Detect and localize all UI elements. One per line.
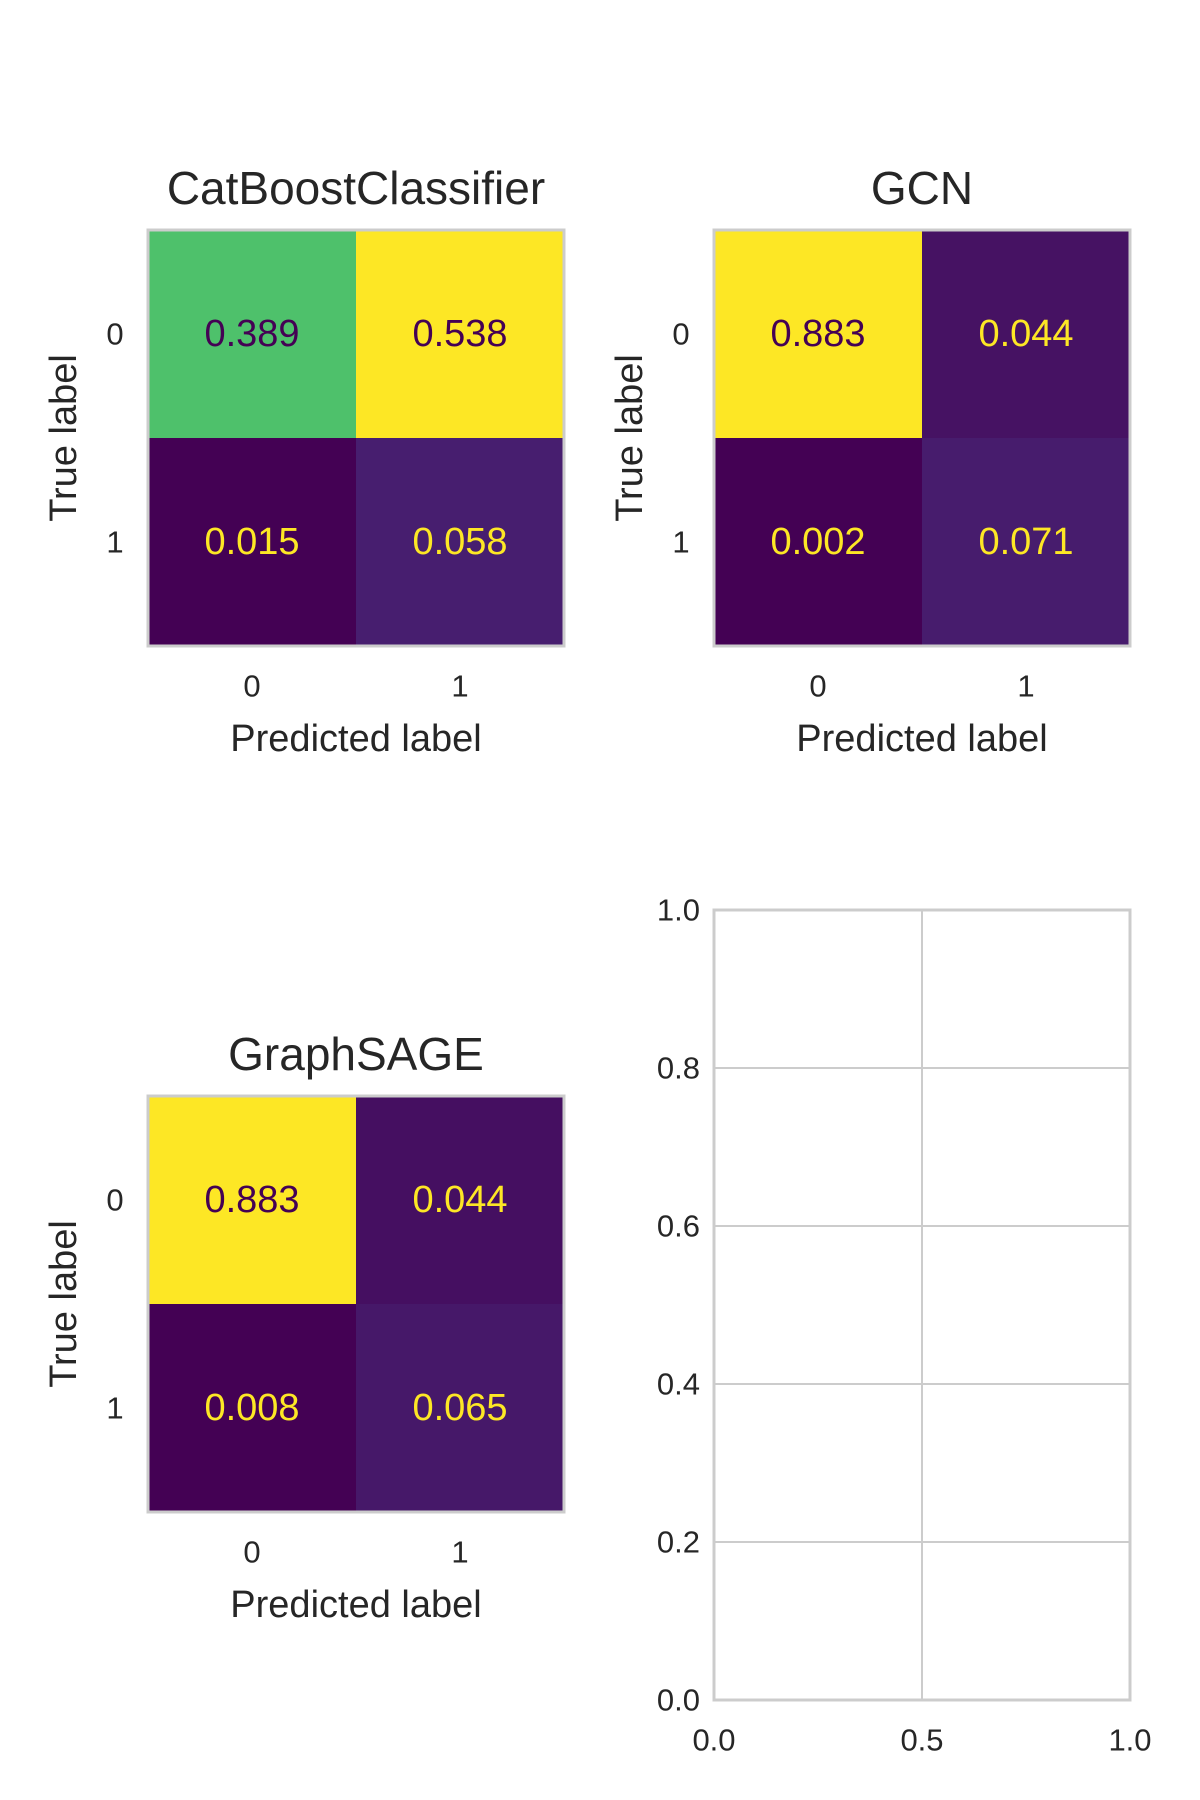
heatmap-cell	[148, 1096, 356, 1304]
axes-frame	[146, 1094, 566, 1514]
subplot-title: GraphSAGE	[228, 1028, 484, 1080]
x-tick-label: 0	[243, 669, 260, 704]
y-tick-label: 0	[672, 317, 689, 352]
cell-value-label: 0.065	[412, 1387, 507, 1429]
y-tick-label: 1	[672, 525, 689, 560]
x-tick-label: 0	[243, 1535, 260, 1570]
y-axis-label: True label	[609, 354, 651, 522]
y-tick-label: 0.2	[657, 1525, 700, 1560]
cell-value-label: 0.058	[412, 521, 507, 563]
heatmap-cell	[922, 230, 1130, 438]
cell-value-label: 0.015	[204, 521, 299, 563]
y-tick-label: 1	[106, 1391, 123, 1426]
x-axis-label: Predicted label	[230, 1584, 481, 1626]
cell-value-label: 0.044	[978, 313, 1073, 355]
cell-value-label: 0.071	[978, 521, 1073, 563]
x-tick-label: 1	[1017, 669, 1034, 704]
x-axis-label: Predicted label	[230, 718, 481, 760]
cell-value-label: 0.883	[204, 1179, 299, 1221]
heatmap-cell	[148, 230, 356, 438]
heatmap-cell	[356, 1304, 564, 1512]
y-axis-label: True label	[43, 1220, 85, 1388]
y-tick-label: 1.0	[657, 893, 700, 928]
y-tick-label: 0.6	[657, 1209, 700, 1244]
x-axis-label: Predicted label	[796, 718, 1047, 760]
subplot-title: CatBoostClassifier	[167, 162, 545, 214]
cell-value-label: 0.538	[412, 313, 507, 355]
heatmap-cell	[714, 438, 922, 646]
heatmap-cell	[714, 230, 922, 438]
heatmap-cell	[922, 438, 1130, 646]
x-tick-label: 0	[809, 669, 826, 704]
y-tick-label: 0.4	[657, 1367, 700, 1402]
axes-frame	[712, 908, 1132, 1702]
heatmap-cell	[148, 1304, 356, 1512]
cell-value-label: 0.389	[204, 313, 299, 355]
x-tick-label: 1	[451, 1535, 468, 1570]
y-axis-label: True label	[43, 354, 85, 522]
x-tick-label: 0.0	[692, 1723, 735, 1758]
x-tick-label: 1	[451, 669, 468, 704]
y-tick-label: 0	[106, 317, 123, 352]
cell-value-label: 0.044	[412, 1179, 507, 1221]
heatmap-cell	[356, 1096, 564, 1304]
y-tick-label: 0.8	[657, 1051, 700, 1086]
axes-frame	[712, 228, 1132, 648]
x-tick-label: 1.0	[1108, 1723, 1151, 1758]
subplot-title: GCN	[871, 162, 973, 214]
heatmap-cell	[356, 230, 564, 438]
axes-frame	[146, 228, 566, 648]
y-tick-label: 0.0	[657, 1683, 700, 1718]
y-tick-label: 1	[106, 525, 123, 560]
y-tick-label: 0	[106, 1183, 123, 1218]
cell-value-label: 0.008	[204, 1387, 299, 1429]
cell-value-label: 0.883	[770, 313, 865, 355]
x-tick-label: 0.5	[900, 1723, 943, 1758]
heatmap-cell	[148, 438, 356, 646]
cell-value-label: 0.002	[770, 521, 865, 563]
heatmap-cell	[356, 438, 564, 646]
